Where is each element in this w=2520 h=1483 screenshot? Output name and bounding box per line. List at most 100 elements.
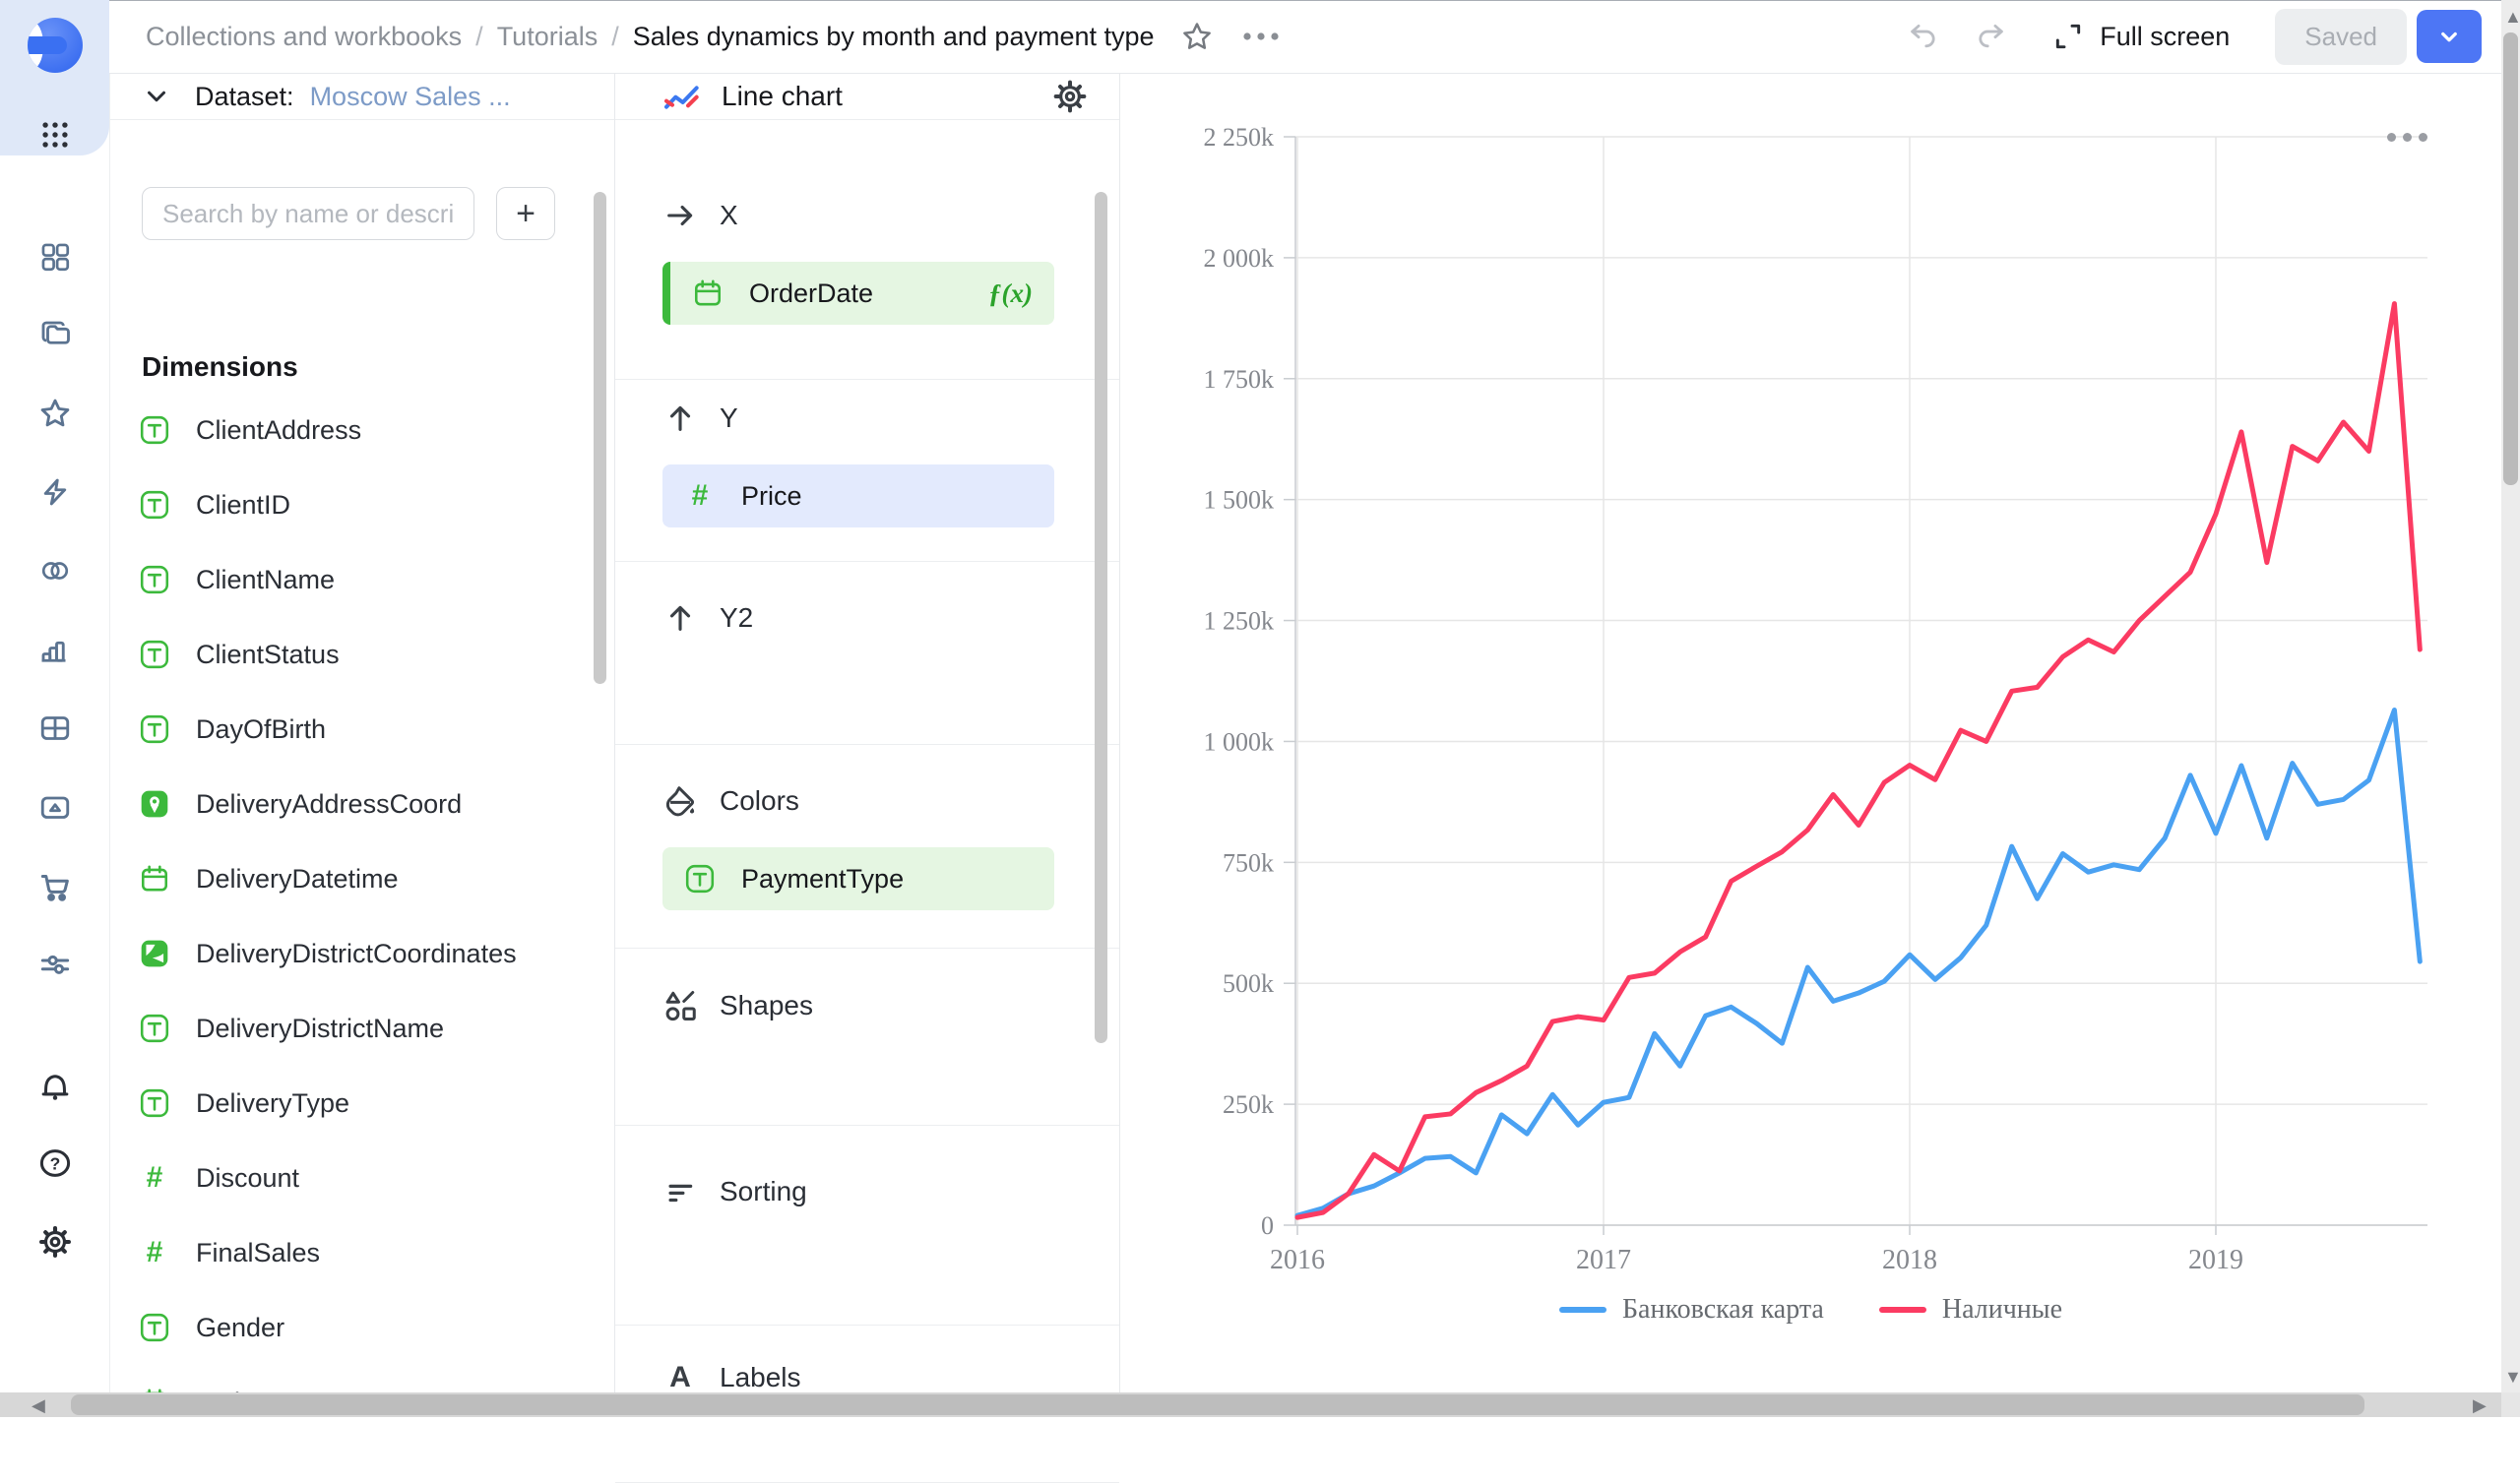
- field-item-deliveryaddresscoord[interactable]: DeliveryAddressCoord: [109, 767, 582, 841]
- apps-grid-icon[interactable]: [38, 118, 72, 152]
- chip-price[interactable]: # Price: [662, 464, 1054, 527]
- series-line-Банковская карта[interactable]: [1294, 707, 2423, 1218]
- fx-formula-icon[interactable]: ƒ(x): [988, 278, 1033, 308]
- section-label: Labels: [720, 1362, 801, 1392]
- saved-button[interactable]: Saved: [2275, 8, 2407, 65]
- config-section-sorting[interactable]: Sorting: [615, 1126, 1119, 1326]
- more-menu-icon[interactable]: [1239, 20, 1283, 53]
- dimensions-title: Dimensions: [142, 351, 298, 382]
- field-item-deliverydatetime[interactable]: DeliveryDatetime: [109, 841, 582, 916]
- config-section-shapes[interactable]: Shapes: [615, 949, 1119, 1126]
- scroll-right-arrow-icon[interactable]: ▶: [2473, 1395, 2487, 1415]
- field-item-clientid[interactable]: ClientID: [109, 467, 582, 542]
- rail-divider: [109, 74, 110, 1392]
- top-bar: Collections and workbooks / Tutorials / Sale…: [109, 0, 2501, 74]
- series-line-Наличные[interactable]: [1294, 301, 2423, 1220]
- chart-settings-gear-icon[interactable]: [1050, 77, 1090, 116]
- save-dropdown-button[interactable]: [2417, 10, 2482, 63]
- breadcrumb-item[interactable]: Collections and workbooks: [146, 21, 463, 51]
- breadcrumb-separator: /: [611, 21, 619, 51]
- redo-icon[interactable]: [1974, 20, 2007, 53]
- field-name: DeliveryDistrictName: [196, 1013, 445, 1043]
- field-name: ClientStatus: [196, 639, 340, 669]
- horizontal-scrollbar[interactable]: ◀ ▶: [0, 1392, 2501, 1417]
- y-axis-tick-label: 750k: [1223, 848, 1274, 877]
- help-question-icon[interactable]: ?: [36, 1144, 74, 1182]
- files-folder-icon[interactable]: [37, 789, 73, 825]
- charts-bar-icon[interactable]: [37, 632, 73, 667]
- scroll-left-arrow-icon[interactable]: ◀: [32, 1395, 45, 1415]
- datalens-logo-icon[interactable]: [27, 18, 83, 73]
- legend-item[interactable]: Банковская карта: [1558, 1294, 1824, 1326]
- field-name: DayOfBirth: [196, 713, 327, 744]
- y-axis-tick-label: 500k: [1223, 969, 1274, 998]
- config-section-y2[interactable]: Y2: [615, 562, 1119, 745]
- connections-icon[interactable]: [36, 554, 74, 587]
- config-scrollbar-thumb[interactable]: [1095, 192, 1107, 1043]
- config-section-x[interactable]: X OrderDate ƒ(x): [615, 120, 1119, 380]
- breadcrumb-item[interactable]: Tutorials: [496, 21, 598, 51]
- field-item-discount[interactable]: # Discount: [146, 1161, 300, 1194]
- x-axis-tick-label: 2017: [1576, 1245, 1631, 1275]
- y-axis-tick-label: 1 250k: [1204, 607, 1275, 636]
- field-item-finalsales[interactable]: # FinalSales: [146, 1236, 321, 1268]
- field-item-deliverydistrictname[interactable]: DeliveryDistrictName: [109, 991, 582, 1066]
- marketplace-cart-icon[interactable]: [36, 867, 74, 904]
- dashboards-table-icon[interactable]: [37, 711, 73, 746]
- breadcrumb-item[interactable]: Sales dynamics by month and payment type: [632, 21, 1155, 51]
- services-sliders-icon[interactable]: [36, 946, 74, 983]
- search-input[interactable]: [142, 187, 474, 240]
- scroll-down-arrow-icon[interactable]: ▼: [2504, 1367, 2520, 1387]
- dimensions-list: ClientAddress ClientID ClientName ClientSta…: [109, 393, 582, 1440]
- chip-paymenttype[interactable]: PaymentType: [662, 847, 1054, 910]
- fullscreen-icon[interactable]: [2052, 21, 2084, 52]
- label-a-icon: A: [669, 1361, 691, 1393]
- field-item-deliverytype[interactable]: DeliveryType: [109, 1066, 582, 1141]
- paint-bucket-icon: [662, 784, 698, 818]
- y-axis-tick-label: 2 250k: [1204, 123, 1275, 152]
- arrow-up-icon: [662, 402, 698, 435]
- fullscreen-label[interactable]: Full screen: [2100, 21, 2231, 51]
- field-name: Gender: [196, 1312, 285, 1342]
- field-item-dayofbirth[interactable]: DayOfBirth: [109, 692, 582, 767]
- dataset-header: Dataset: Moscow Sales ...: [109, 74, 614, 120]
- field-item-clientstatus[interactable]: ClientStatus: [109, 617, 582, 692]
- vertical-scrollbar[interactable]: ▲ ▼: [2501, 0, 2520, 1392]
- config-section-labels[interactable]: A Labels: [615, 1326, 1119, 1483]
- field-item-clientname[interactable]: ClientName: [109, 542, 582, 617]
- legend-swatch: [1878, 1307, 1926, 1313]
- favorites-star-icon[interactable]: [37, 396, 73, 431]
- chart-type-label[interactable]: Line chart: [722, 81, 843, 111]
- field-item-deliverydistrictcoordinates[interactable]: DeliveryDistrictCoordinates: [109, 916, 582, 991]
- scroll-up-arrow-icon[interactable]: ▲: [2504, 7, 2520, 27]
- breadcrumb-separator: /: [475, 21, 483, 51]
- legend-item[interactable]: Наличные: [1878, 1294, 2063, 1326]
- undo-icon[interactable]: [1907, 20, 1940, 53]
- chip-label: Price: [741, 480, 802, 511]
- notifications-bell-icon[interactable]: [36, 1068, 74, 1105]
- objects-grid-icon[interactable]: [38, 240, 72, 274]
- section-label: X: [720, 200, 738, 230]
- config-section-colors[interactable]: Colors PaymentType: [615, 745, 1119, 949]
- field-name: DeliveryDatetime: [196, 863, 399, 894]
- chip-orderdate[interactable]: OrderDate ƒ(x): [662, 262, 1054, 325]
- field-name: ClientID: [196, 489, 291, 520]
- line-chart-icon[interactable]: [662, 80, 702, 113]
- config-section-y[interactable]: Y # Price: [615, 380, 1119, 562]
- field-item-clientaddress[interactable]: ClientAddress: [109, 393, 582, 467]
- favorite-star-icon[interactable]: [1180, 20, 1214, 53]
- horizontal-scrollbar-thumb[interactable]: [71, 1394, 2364, 1415]
- section-label: Y: [720, 402, 738, 433]
- chart-context-menu-icon[interactable]: [2380, 133, 2427, 142]
- collections-icon[interactable]: [37, 317, 73, 352]
- dataset-name-link[interactable]: Moscow Sales ...: [309, 81, 511, 111]
- dataset-scrollbar-thumb[interactable]: [594, 192, 606, 684]
- dataset-collapse-chevron-icon[interactable]: [142, 82, 171, 111]
- legend-label: Наличные: [1941, 1294, 2063, 1325]
- field-item-gender[interactable]: Gender: [109, 1290, 582, 1365]
- svg-text:?: ?: [49, 1154, 60, 1174]
- settings-gear-icon[interactable]: [36, 1223, 74, 1261]
- quick-actions-lightning-icon[interactable]: [37, 474, 73, 510]
- add-field-button[interactable]: +: [496, 187, 555, 240]
- vertical-scrollbar-thumb[interactable]: [2503, 32, 2518, 485]
